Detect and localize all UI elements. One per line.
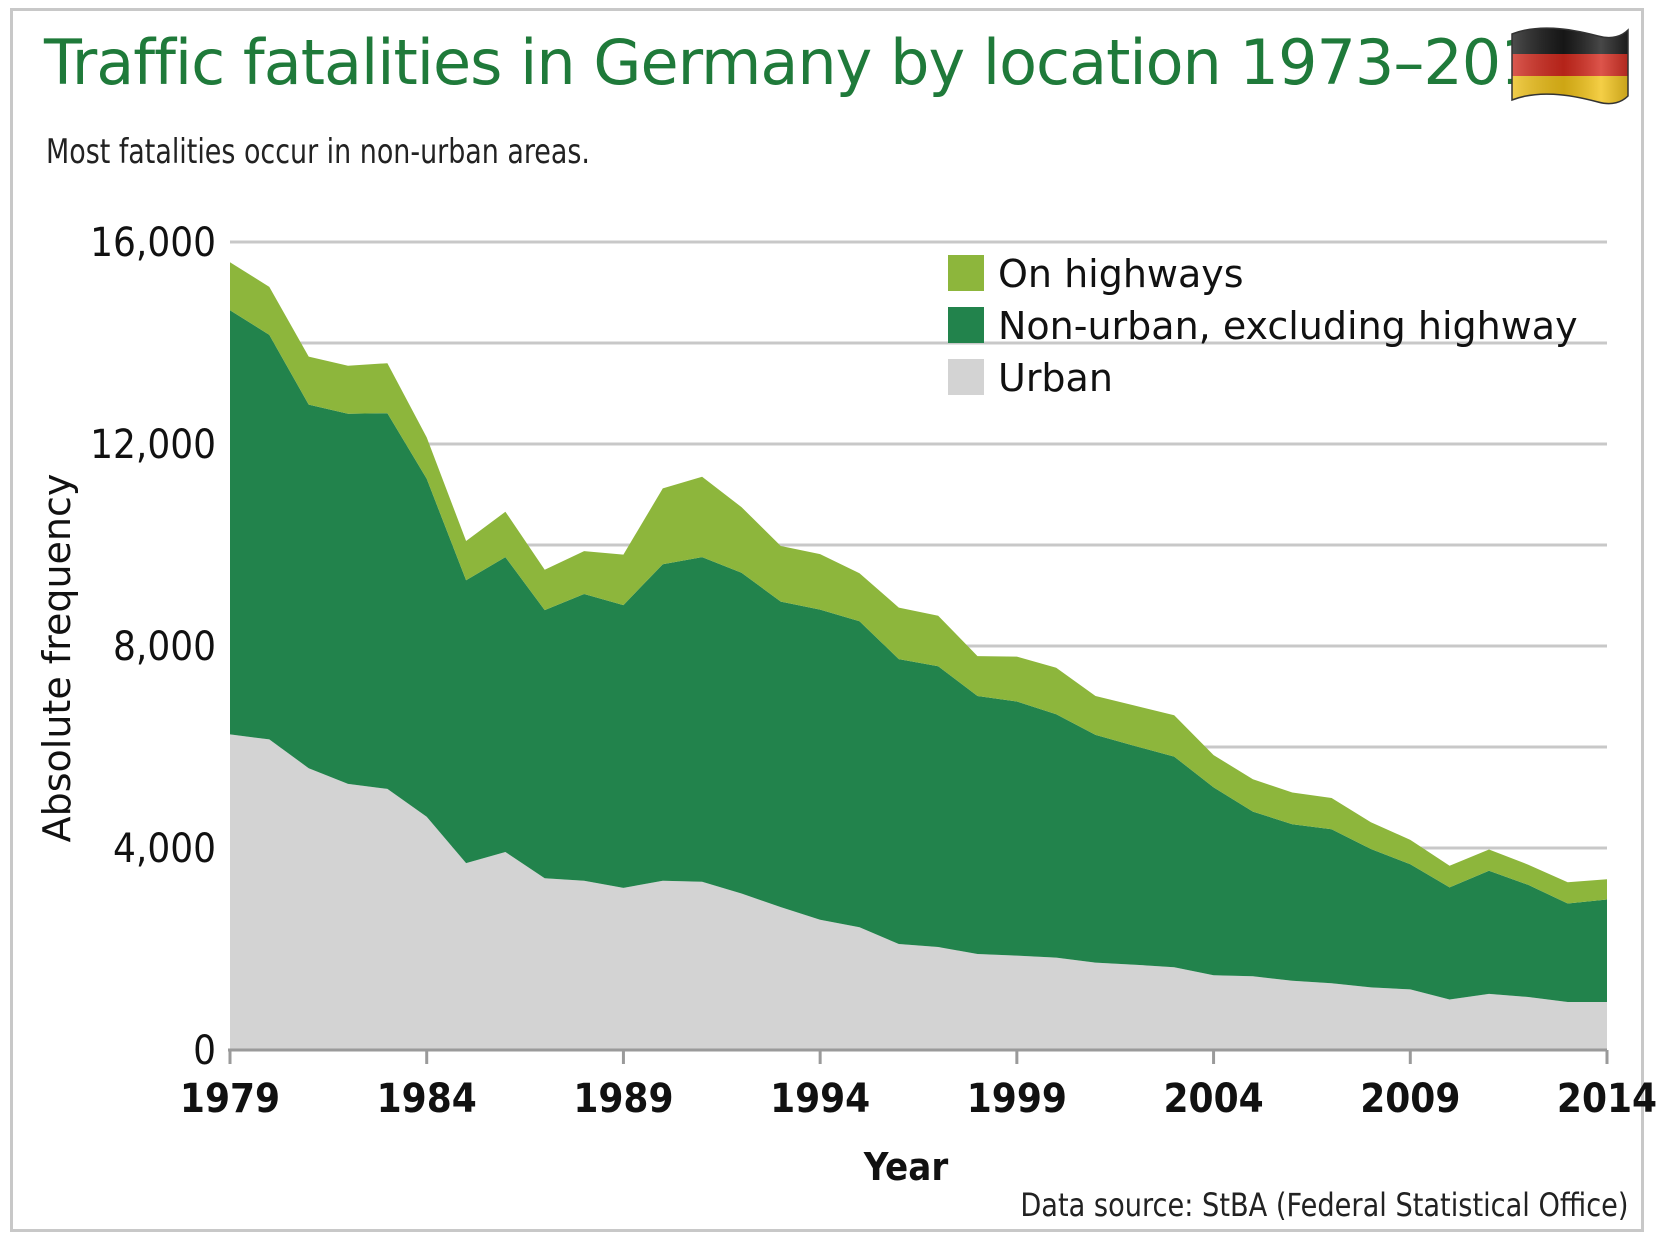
legend-label: On highways: [998, 252, 1244, 296]
y-tick-label: 12,000: [90, 422, 216, 468]
x-tick-label: 2004: [1163, 1076, 1263, 1122]
y-tick-label: 16,000: [90, 220, 216, 266]
x-tick-label: 1999: [967, 1076, 1067, 1122]
y-tick-label: 4,000: [113, 826, 216, 872]
x-axis-label: Year: [863, 1145, 949, 1189]
chart-title: Traffic fatalities in Germany by locatio…: [44, 26, 1578, 99]
legend-item-non-urban: Non-urban, excluding highway: [948, 304, 1578, 348]
x-tick-label: 1984: [377, 1076, 477, 1122]
chart-subtitle: Most fatalities occur in non-urban areas…: [46, 132, 590, 172]
legend-item-highways: On highways: [948, 252, 1244, 296]
x-tick-label: 2009: [1360, 1076, 1460, 1122]
y-tick-label: 0: [193, 1028, 216, 1074]
series-area-non-urban: [230, 310, 1607, 1002]
y-axis-label: Absolute frequency: [35, 474, 79, 843]
legend-item-urban: Urban: [948, 356, 1113, 400]
chart-frame: [10, 8, 1644, 1232]
x-tick-label: 2014: [1557, 1076, 1656, 1122]
x-tick-label: 1989: [573, 1076, 673, 1122]
x-tick-label: 1994: [770, 1076, 870, 1122]
y-tick-label: 8,000: [113, 624, 216, 670]
legend-swatch: [948, 255, 984, 291]
legend-swatch: [948, 307, 984, 343]
x-tick-label: 1979: [180, 1076, 280, 1122]
legend-label: Non-urban, excluding highway: [998, 304, 1578, 348]
legend-swatch: [948, 359, 984, 395]
legend-label: Urban: [998, 356, 1113, 400]
series-area-urban: [230, 734, 1607, 1050]
data-source-note: Data source: StBA (Federal Statistical O…: [1019, 1186, 1628, 1224]
germany-flag-icon: [1511, 27, 1629, 105]
